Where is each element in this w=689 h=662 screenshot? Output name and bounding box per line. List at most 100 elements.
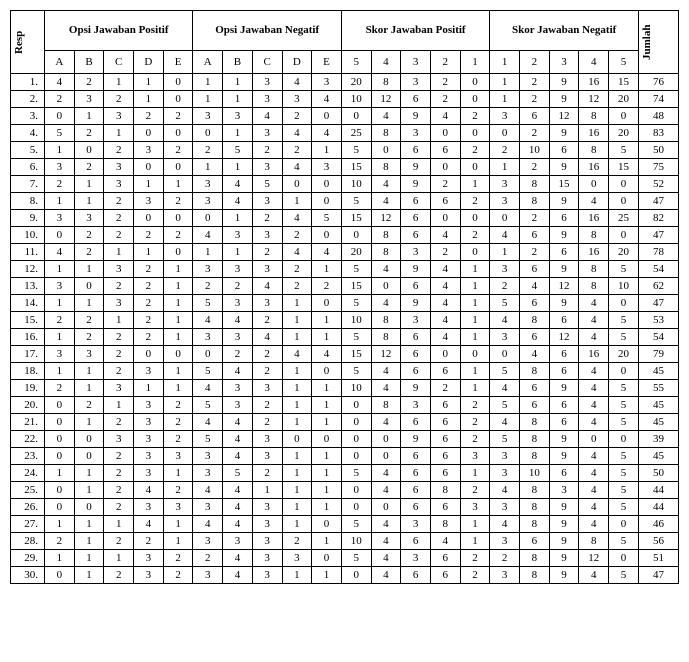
data-cell: 2 [460, 550, 490, 567]
data-cell: 2 [163, 142, 193, 159]
data-cell: 4 [223, 550, 253, 567]
resp-cell: 26. [11, 499, 45, 516]
data-cell: 4 [371, 482, 401, 499]
jumlah-cell: 54 [639, 329, 679, 346]
data-cell: 5 [193, 363, 223, 380]
resp-cell: 25. [11, 482, 45, 499]
data-cell: 2 [104, 227, 134, 244]
data-cell: 1 [312, 414, 342, 431]
data-cell: 2 [430, 244, 460, 261]
data-cell: 1 [163, 295, 193, 312]
data-cell: 0 [312, 431, 342, 448]
data-cell: 3 [134, 465, 164, 482]
data-cell: 4 [223, 482, 253, 499]
sub-header-cell: C [104, 50, 134, 73]
data-cell: 2 [104, 482, 134, 499]
data-cell: 6 [401, 533, 431, 550]
table-row: 4.5210001344258300029162083 [11, 125, 679, 142]
data-cell: 4 [430, 312, 460, 329]
data-cell: 4 [430, 227, 460, 244]
data-cell: 0 [74, 431, 104, 448]
data-cell: 6 [549, 414, 579, 431]
jumlah-cell: 83 [639, 125, 679, 142]
jumlah-cell: 50 [639, 465, 679, 482]
data-cell: 1 [223, 74, 253, 91]
data-cell: 15 [341, 210, 371, 227]
data-cell: 0 [45, 414, 75, 431]
data-cell: 3 [134, 431, 164, 448]
data-cell: 0 [371, 142, 401, 159]
data-cell: 1 [104, 516, 134, 533]
table-row: 8.1123234310546623894047 [11, 193, 679, 210]
data-cell: 1 [223, 91, 253, 108]
data-cell: 5 [193, 397, 223, 414]
data-cell: 6 [401, 499, 431, 516]
data-cell: 2 [223, 346, 253, 363]
data-cell: 1 [223, 125, 253, 142]
data-cell: 4 [45, 244, 75, 261]
data-cell: 4 [312, 346, 342, 363]
data-cell: 4 [371, 516, 401, 533]
data-cell: 2 [163, 227, 193, 244]
data-cell: 9 [549, 227, 579, 244]
data-cell: 2 [74, 244, 104, 261]
data-cell: 6 [549, 142, 579, 159]
data-cell: 3 [134, 567, 164, 584]
data-cell: 6 [520, 380, 550, 397]
data-cell: 2 [163, 567, 193, 584]
data-cell: 0 [74, 278, 104, 295]
sub-header-cell: 5 [341, 50, 371, 73]
data-cell: 3 [401, 312, 431, 329]
data-cell: 2 [460, 227, 490, 244]
table-row: 25.0124244111046824834544 [11, 482, 679, 499]
data-cell: 0 [371, 448, 401, 465]
data-cell: 1 [74, 567, 104, 584]
data-cell: 0 [163, 91, 193, 108]
data-cell: 5 [341, 295, 371, 312]
data-cell: 1 [74, 550, 104, 567]
data-cell: 1 [134, 380, 164, 397]
sub-header-row: ABCDEABCDE5432112345 [11, 50, 679, 73]
data-cell: 0 [460, 91, 490, 108]
data-cell: 2 [74, 74, 104, 91]
data-cell: 3 [74, 346, 104, 363]
data-cell: 1 [134, 74, 164, 91]
data-cell: 12 [549, 329, 579, 346]
data-cell: 6 [430, 193, 460, 210]
data-cell: 0 [609, 431, 639, 448]
sub-header-cell: 3 [401, 50, 431, 73]
data-cell: 15 [341, 346, 371, 363]
data-cell: 0 [609, 516, 639, 533]
data-cell: 1 [74, 193, 104, 210]
data-cell: 0 [74, 499, 104, 516]
data-cell: 9 [401, 380, 431, 397]
data-cell: 0 [45, 499, 75, 516]
data-cell: 8 [520, 482, 550, 499]
data-cell: 0 [45, 108, 75, 125]
data-cell: 2 [490, 142, 520, 159]
resp-cell: 16. [11, 329, 45, 346]
data-cell: 8 [520, 550, 550, 567]
table-row: 19.21311433111049214694555 [11, 380, 679, 397]
data-cell: 6 [520, 227, 550, 244]
data-cell: 9 [549, 567, 579, 584]
data-cell: 3 [223, 227, 253, 244]
table-body: 1.42110113432083201291615762.23210113341… [11, 74, 679, 584]
data-cell: 8 [520, 312, 550, 329]
table-row: 23.0023334311006633894545 [11, 448, 679, 465]
resp-cell: 24. [11, 465, 45, 482]
data-cell: 1 [74, 176, 104, 193]
data-cell: 1 [312, 329, 342, 346]
data-cell: 5 [609, 482, 639, 499]
data-cell: 2 [163, 193, 193, 210]
data-cell: 3 [252, 193, 282, 210]
data-cell: 1 [74, 465, 104, 482]
data-cell: 9 [401, 431, 431, 448]
data-cell: 3 [104, 295, 134, 312]
data-cell: 1 [312, 533, 342, 550]
data-cell: 12 [371, 91, 401, 108]
data-cell: 3 [193, 329, 223, 346]
data-cell: 5 [609, 261, 639, 278]
data-cell: 15 [609, 74, 639, 91]
table-row: 3.01322334200494236128048 [11, 108, 679, 125]
